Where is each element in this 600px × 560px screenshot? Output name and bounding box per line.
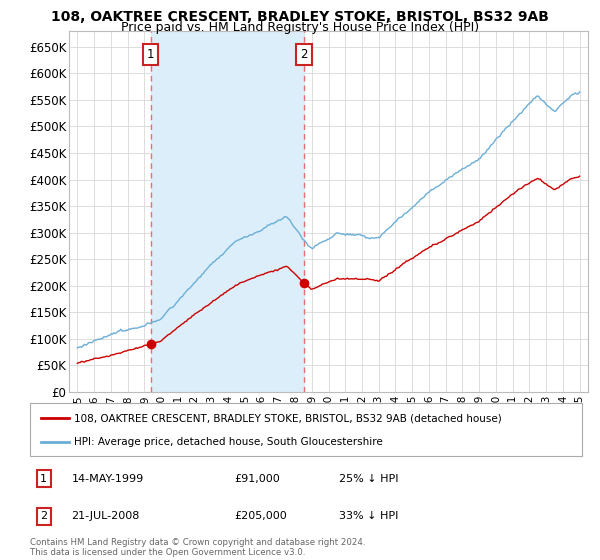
Text: 2: 2 [301,48,308,61]
FancyBboxPatch shape [30,403,582,456]
Text: £91,000: £91,000 [234,474,280,484]
Text: 1: 1 [147,48,154,61]
Text: 2: 2 [40,511,47,521]
Text: HPI: Average price, detached house, South Gloucestershire: HPI: Average price, detached house, Sout… [74,436,383,446]
Text: Contains HM Land Registry data © Crown copyright and database right 2024.
This d: Contains HM Land Registry data © Crown c… [30,538,365,557]
Text: 33% ↓ HPI: 33% ↓ HPI [339,511,398,521]
Text: £205,000: £205,000 [234,511,287,521]
Text: 108, OAKTREE CRESCENT, BRADLEY STOKE, BRISTOL, BS32 9AB: 108, OAKTREE CRESCENT, BRADLEY STOKE, BR… [51,10,549,24]
Text: 108, OAKTREE CRESCENT, BRADLEY STOKE, BRISTOL, BS32 9AB (detached house): 108, OAKTREE CRESCENT, BRADLEY STOKE, BR… [74,413,502,423]
Text: Price paid vs. HM Land Registry's House Price Index (HPI): Price paid vs. HM Land Registry's House … [121,21,479,34]
Text: 21-JUL-2008: 21-JUL-2008 [71,511,140,521]
Text: 14-MAY-1999: 14-MAY-1999 [71,474,143,484]
Bar [151,31,304,392]
Text: 25% ↓ HPI: 25% ↓ HPI [339,474,398,484]
Text: 1: 1 [40,474,47,484]
